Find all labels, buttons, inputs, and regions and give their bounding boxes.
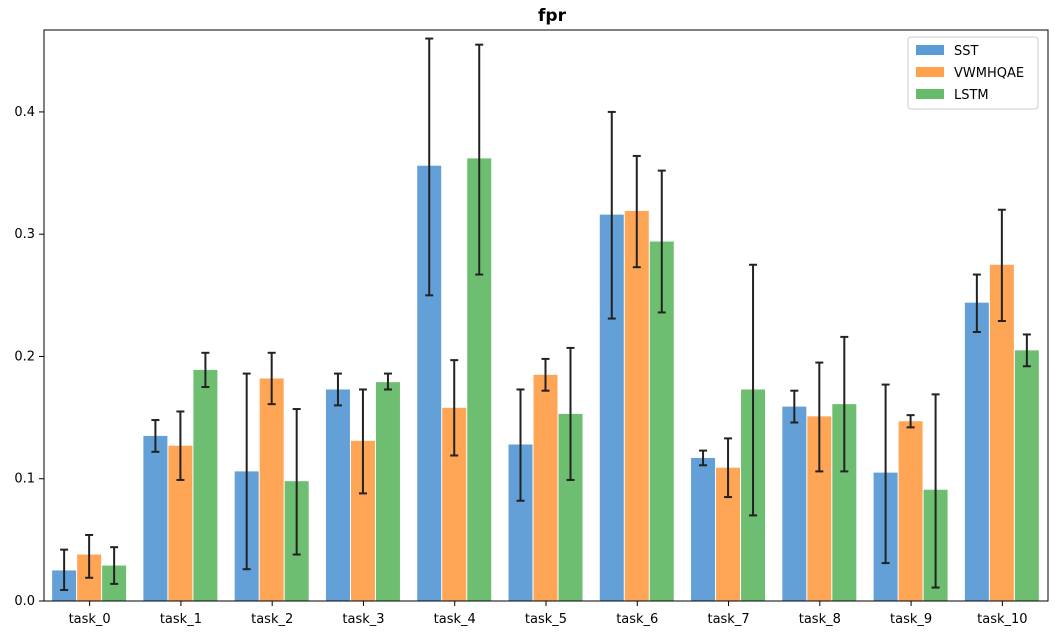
error-bar-lstm-task_8 (840, 335, 849, 473)
error-bar-sst-task_8 (790, 389, 799, 424)
error-bar-lstm-task_9 (931, 393, 940, 589)
error-bar-lstm-task_5 (566, 346, 575, 481)
error-bar-vwmhqae-task_1 (176, 410, 185, 481)
error-bar-lstm-task_3 (383, 372, 392, 391)
bar-sst-task_1 (143, 435, 168, 601)
error-bar-sst-task_3 (333, 372, 342, 407)
legend-label-lstm: LSTM (954, 88, 989, 103)
error-bar-sst-task_0 (60, 548, 69, 591)
error-bar-vwmhqae-task_8 (815, 361, 824, 473)
error-bar-vwmhqae-task_3 (358, 388, 367, 495)
error-bar-vwmhqae-task_0 (85, 533, 94, 579)
legend-label-vwmhqae: VWMHQAE (954, 66, 1024, 81)
y-tick-label: 0.4 (14, 105, 35, 120)
error-bar-lstm-task_0 (110, 546, 119, 585)
error-bar-vwmhqae-task_5 (541, 357, 550, 392)
x-tick-label: task_7 (707, 612, 749, 627)
error-bar-vwmhqae-task_4 (450, 359, 459, 457)
x-tick-label: task_5 (525, 612, 567, 627)
error-bar-sst-task_2 (242, 372, 251, 571)
error-bar-lstm-task_2 (292, 408, 301, 556)
x-tick-label: task_3 (342, 612, 384, 627)
error-bar-sst-task_9 (881, 383, 890, 565)
x-tick-label: task_8 (799, 612, 841, 627)
legend: SST VWMHQAE LSTM (907, 36, 1039, 110)
bar-sst-task_7 (691, 457, 716, 601)
error-bar-lstm-task_6 (657, 169, 666, 314)
error-bar-vwmhqae-task_7 (724, 437, 733, 499)
error-bar-lstm-task_4 (475, 43, 484, 276)
error-bar-sst-task_7 (699, 449, 708, 467)
error-bar-vwmhqae-task_2 (267, 351, 276, 406)
bar-vwmhqae-task_5 (533, 374, 558, 601)
error-bar-sst-task_5 (516, 388, 525, 502)
legend-swatch-lstm (916, 89, 944, 99)
error-bar-sst-task_4 (425, 37, 434, 297)
error-bar-sst-task_6 (607, 110, 616, 320)
y-tick-label: 0.0 (14, 594, 35, 609)
error-bars-layer (60, 37, 1031, 591)
bar-lstm-task_10 (1014, 350, 1039, 601)
error-bar-sst-task_1 (151, 419, 160, 453)
error-bar-vwmhqae-task_9 (906, 414, 915, 429)
x-tick-label: task_10 (977, 612, 1027, 627)
bar-vwmhqae-task_9 (898, 421, 923, 601)
bars-layer (52, 158, 1039, 601)
bar-lstm-task_1 (193, 369, 218, 601)
x-tick-label: task_0 (69, 612, 111, 627)
bar-sst-task_8 (782, 406, 807, 601)
x-tick-label: task_1 (160, 612, 202, 627)
error-bar-lstm-task_1 (201, 351, 210, 389)
chart-title: fpr (538, 6, 567, 26)
bar-sst-task_10 (964, 302, 989, 601)
x-tick-label: task_2 (251, 612, 293, 627)
error-bar-vwmhqae-task_6 (632, 154, 641, 269)
y-tick-label: 0.3 (14, 227, 35, 242)
bar-vwmhqae-task_2 (259, 378, 284, 601)
y-tick-label: 0.2 (14, 349, 35, 364)
legend-label-sst: SST (954, 44, 979, 59)
bar-vwmhqae-task_6 (624, 210, 649, 601)
legend-swatch-sst (916, 45, 944, 55)
y-tick-label: 0.1 (14, 472, 35, 487)
x-tick-label: task_4 (434, 612, 476, 627)
axes-layer: 0.0 0.1 0.2 0.3 0.4 task_0 task_1 task_2 task_3 t… (14, 29, 1049, 627)
error-bar-lstm-task_7 (749, 263, 758, 517)
error-bar-vwmhqae-task_10 (997, 208, 1006, 323)
x-tick-label: task_9 (890, 612, 932, 627)
bar-sst-task_3 (325, 389, 350, 601)
bar-lstm-task_3 (375, 382, 400, 601)
error-bar-sst-task_10 (972, 273, 981, 334)
x-tick-label: task_6 (616, 612, 658, 627)
legend-swatch-vwmhqae (916, 67, 944, 77)
error-bar-lstm-task_10 (1022, 333, 1031, 368)
